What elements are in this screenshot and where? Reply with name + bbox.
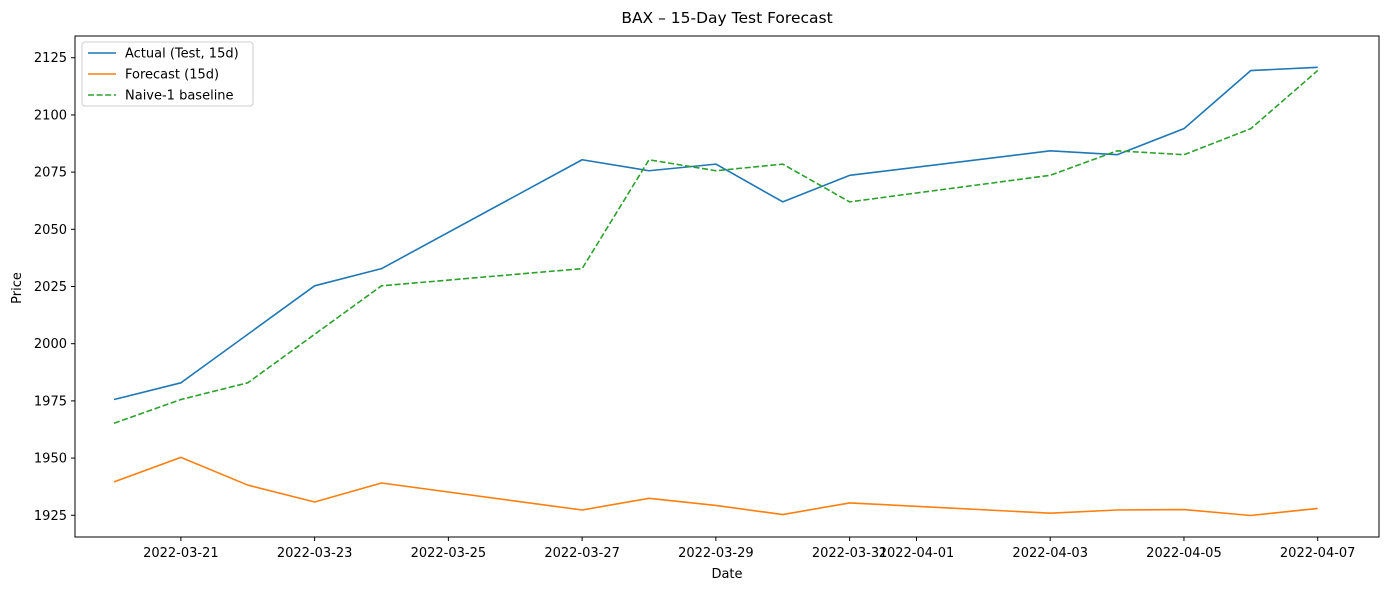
series-line-2	[113, 69, 1319, 425]
y-tick-label: 2025	[34, 280, 67, 295]
x-tick-label: 2022-03-29	[678, 546, 754, 561]
x-tick-label: 2022-04-05	[1146, 546, 1222, 561]
legend-box	[81, 41, 254, 107]
x-tick-label: 2022-03-21	[143, 546, 219, 561]
series-line-1	[113, 456, 1318, 517]
legend: Actual (Test, 15d) Forecast (15d) Naive-1 …	[81, 41, 254, 107]
x-tick-label: 2022-03-25	[411, 546, 487, 561]
y-tick-label: 2000	[34, 337, 67, 352]
legend-label-0: Actual (Test, 15d)	[125, 47, 239, 62]
x-tick-label: 2022-04-07	[1280, 546, 1356, 561]
x-tick-label: 2022-03-23	[277, 546, 353, 561]
y-tick-label: 2050	[34, 223, 67, 238]
x-tick-label: 2022-04-03	[1012, 546, 1088, 561]
plot-area: 1925 1950 1975 2000 2025 2050 2075 2100 2125 2022…	[34, 35, 1380, 561]
x-tick-label: 2022-03-31	[812, 546, 888, 561]
y-tick-label: 2075	[34, 166, 67, 181]
legend-label-2: Naive-1 baseline	[125, 89, 234, 104]
y-tick-label: 1975	[34, 394, 67, 409]
y-tick-label: 2100	[34, 108, 67, 123]
y-axis-title: Price	[10, 272, 25, 304]
legend-label-1: Forecast (15d)	[125, 68, 219, 83]
y-tick-label: 1925	[34, 509, 67, 524]
x-tick-label: 2022-04-01	[879, 546, 955, 561]
x-tick-label: 2022-03-27	[544, 546, 620, 561]
x-axis-title: Date	[711, 567, 742, 582]
y-tick-label: 1950	[34, 452, 67, 467]
chart-title: BAX – 15-Day Test Forecast	[621, 9, 832, 27]
y-tick-label: 2125	[34, 51, 67, 66]
series-line-0	[113, 66, 1318, 401]
